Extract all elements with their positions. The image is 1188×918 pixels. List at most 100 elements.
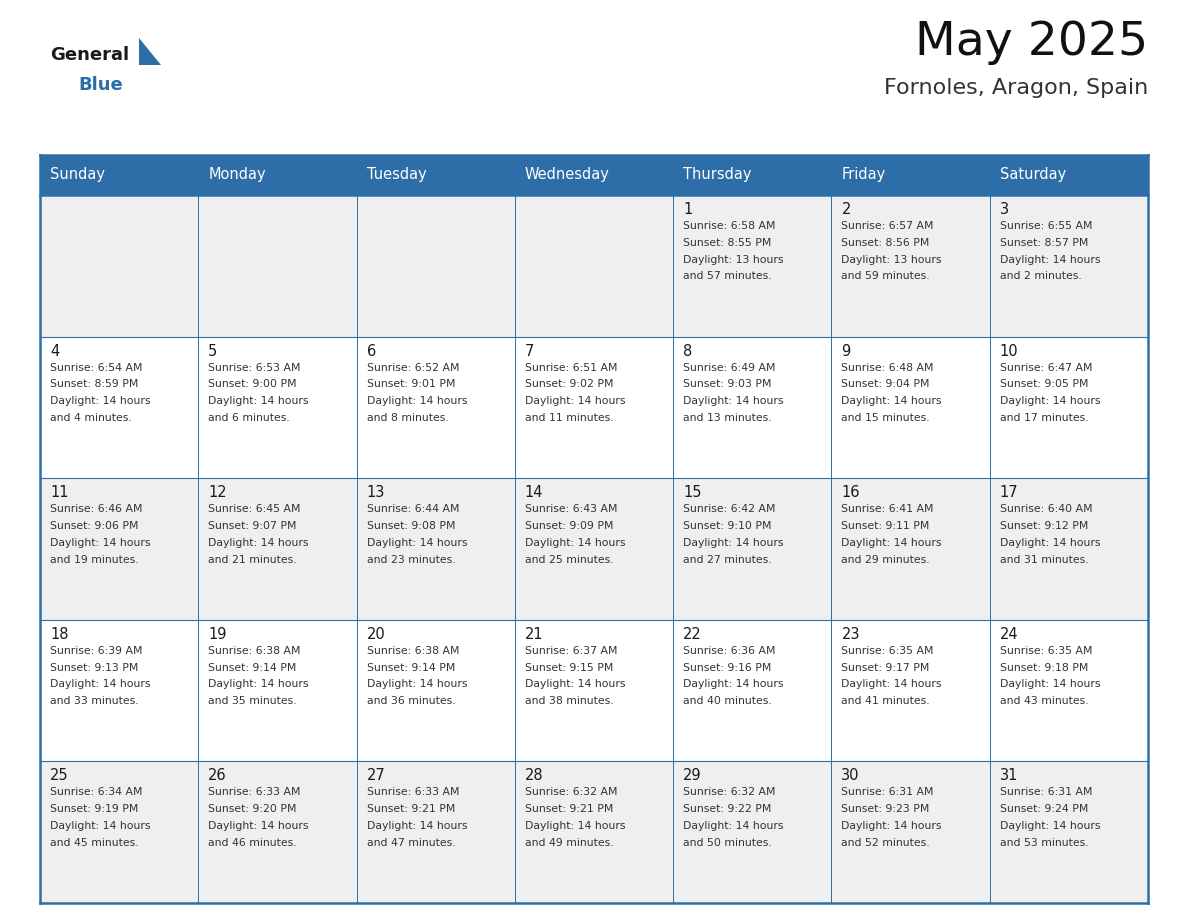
- Text: Sunrise: 6:31 AM: Sunrise: 6:31 AM: [841, 788, 934, 798]
- Text: and 50 minutes.: and 50 minutes.: [683, 838, 772, 848]
- Bar: [40, 620, 198, 761]
- Text: Daylight: 14 hours: Daylight: 14 hours: [208, 821, 309, 831]
- Text: Sunset: 9:17 PM: Sunset: 9:17 PM: [841, 663, 930, 673]
- Text: Daylight: 14 hours: Daylight: 14 hours: [367, 397, 467, 406]
- Text: 14: 14: [525, 486, 543, 500]
- Text: 11: 11: [50, 486, 69, 500]
- Text: 1: 1: [683, 202, 693, 217]
- Text: and 45 minutes.: and 45 minutes.: [50, 838, 139, 848]
- Bar: [198, 478, 356, 620]
- Text: Daylight: 14 hours: Daylight: 14 hours: [683, 679, 784, 689]
- Bar: [514, 761, 674, 903]
- Text: Sunrise: 6:43 AM: Sunrise: 6:43 AM: [525, 504, 618, 514]
- Text: Sunset: 9:04 PM: Sunset: 9:04 PM: [841, 379, 930, 389]
- Bar: [832, 761, 990, 903]
- Text: Sunrise: 6:51 AM: Sunrise: 6:51 AM: [525, 363, 618, 373]
- Text: 7: 7: [525, 343, 535, 359]
- Text: 10: 10: [1000, 343, 1018, 359]
- Text: 8: 8: [683, 343, 693, 359]
- Bar: [198, 195, 356, 337]
- Text: Daylight: 14 hours: Daylight: 14 hours: [1000, 679, 1100, 689]
- Bar: [990, 195, 1148, 337]
- Text: Daylight: 14 hours: Daylight: 14 hours: [208, 679, 309, 689]
- Bar: [356, 478, 514, 620]
- Text: Sunrise: 6:41 AM: Sunrise: 6:41 AM: [841, 504, 934, 514]
- Bar: [832, 620, 990, 761]
- Text: Daylight: 13 hours: Daylight: 13 hours: [683, 254, 784, 264]
- Text: Sunrise: 6:53 AM: Sunrise: 6:53 AM: [208, 363, 301, 373]
- Text: Sunrise: 6:52 AM: Sunrise: 6:52 AM: [367, 363, 459, 373]
- Text: Sunrise: 6:49 AM: Sunrise: 6:49 AM: [683, 363, 776, 373]
- Bar: [832, 195, 990, 337]
- Text: Sunset: 9:12 PM: Sunset: 9:12 PM: [1000, 521, 1088, 531]
- Text: and 27 minutes.: and 27 minutes.: [683, 554, 772, 565]
- Text: 28: 28: [525, 768, 543, 783]
- Text: Sunday: Sunday: [50, 167, 105, 183]
- Text: Sunrise: 6:38 AM: Sunrise: 6:38 AM: [208, 645, 301, 655]
- Bar: [514, 478, 674, 620]
- Text: Daylight: 14 hours: Daylight: 14 hours: [683, 397, 784, 406]
- Bar: [674, 337, 832, 478]
- Text: Sunset: 9:13 PM: Sunset: 9:13 PM: [50, 663, 138, 673]
- Bar: [356, 337, 514, 478]
- Text: 31: 31: [1000, 768, 1018, 783]
- Bar: [990, 478, 1148, 620]
- Text: 17: 17: [1000, 486, 1018, 500]
- Text: Sunset: 9:08 PM: Sunset: 9:08 PM: [367, 521, 455, 531]
- Text: and 11 minutes.: and 11 minutes.: [525, 413, 613, 423]
- Text: Sunrise: 6:39 AM: Sunrise: 6:39 AM: [50, 645, 143, 655]
- Text: Daylight: 13 hours: Daylight: 13 hours: [841, 254, 942, 264]
- Text: Sunrise: 6:33 AM: Sunrise: 6:33 AM: [208, 788, 301, 798]
- Text: Sunset: 9:06 PM: Sunset: 9:06 PM: [50, 521, 139, 531]
- Text: and 6 minutes.: and 6 minutes.: [208, 413, 290, 423]
- Text: and 43 minutes.: and 43 minutes.: [1000, 696, 1088, 706]
- Text: and 47 minutes.: and 47 minutes.: [367, 838, 455, 848]
- Text: Sunset: 8:59 PM: Sunset: 8:59 PM: [50, 379, 138, 389]
- Text: Daylight: 14 hours: Daylight: 14 hours: [1000, 397, 1100, 406]
- Text: Daylight: 14 hours: Daylight: 14 hours: [367, 538, 467, 548]
- Bar: [40, 761, 198, 903]
- Text: Monday: Monday: [208, 167, 266, 183]
- Text: and 46 minutes.: and 46 minutes.: [208, 838, 297, 848]
- Text: Sunrise: 6:58 AM: Sunrise: 6:58 AM: [683, 221, 776, 231]
- Text: Friday: Friday: [841, 167, 886, 183]
- Text: Sunset: 9:16 PM: Sunset: 9:16 PM: [683, 663, 771, 673]
- Text: Sunset: 9:11 PM: Sunset: 9:11 PM: [841, 521, 930, 531]
- Text: Sunrise: 6:42 AM: Sunrise: 6:42 AM: [683, 504, 776, 514]
- Bar: [198, 337, 356, 478]
- Text: 5: 5: [208, 343, 217, 359]
- Bar: [514, 337, 674, 478]
- Text: Sunset: 8:55 PM: Sunset: 8:55 PM: [683, 238, 771, 248]
- Text: Sunrise: 6:47 AM: Sunrise: 6:47 AM: [1000, 363, 1092, 373]
- Text: Daylight: 14 hours: Daylight: 14 hours: [50, 821, 151, 831]
- Text: Sunrise: 6:57 AM: Sunrise: 6:57 AM: [841, 221, 934, 231]
- Text: and 57 minutes.: and 57 minutes.: [683, 272, 772, 282]
- Polygon shape: [139, 38, 162, 65]
- Bar: [674, 761, 832, 903]
- Text: 25: 25: [50, 768, 69, 783]
- Text: and 53 minutes.: and 53 minutes.: [1000, 838, 1088, 848]
- Text: 9: 9: [841, 343, 851, 359]
- Text: 20: 20: [367, 627, 385, 642]
- Text: Sunrise: 6:40 AM: Sunrise: 6:40 AM: [1000, 504, 1092, 514]
- Text: Daylight: 14 hours: Daylight: 14 hours: [841, 538, 942, 548]
- Bar: [674, 478, 832, 620]
- Text: Sunrise: 6:33 AM: Sunrise: 6:33 AM: [367, 788, 459, 798]
- Bar: [990, 761, 1148, 903]
- Text: Sunset: 9:24 PM: Sunset: 9:24 PM: [1000, 804, 1088, 814]
- Bar: [356, 195, 514, 337]
- Bar: [40, 195, 198, 337]
- Text: 2: 2: [841, 202, 851, 217]
- Bar: [40, 337, 198, 478]
- Text: Sunset: 9:20 PM: Sunset: 9:20 PM: [208, 804, 297, 814]
- Text: and 13 minutes.: and 13 minutes.: [683, 413, 772, 423]
- Text: Sunrise: 6:37 AM: Sunrise: 6:37 AM: [525, 645, 618, 655]
- Text: Sunrise: 6:36 AM: Sunrise: 6:36 AM: [683, 645, 776, 655]
- Bar: [198, 620, 356, 761]
- Text: Daylight: 14 hours: Daylight: 14 hours: [683, 821, 784, 831]
- Text: Sunset: 9:21 PM: Sunset: 9:21 PM: [525, 804, 613, 814]
- Text: Sunset: 9:03 PM: Sunset: 9:03 PM: [683, 379, 772, 389]
- Text: Sunrise: 6:35 AM: Sunrise: 6:35 AM: [1000, 645, 1092, 655]
- Bar: [832, 478, 990, 620]
- Text: 22: 22: [683, 627, 702, 642]
